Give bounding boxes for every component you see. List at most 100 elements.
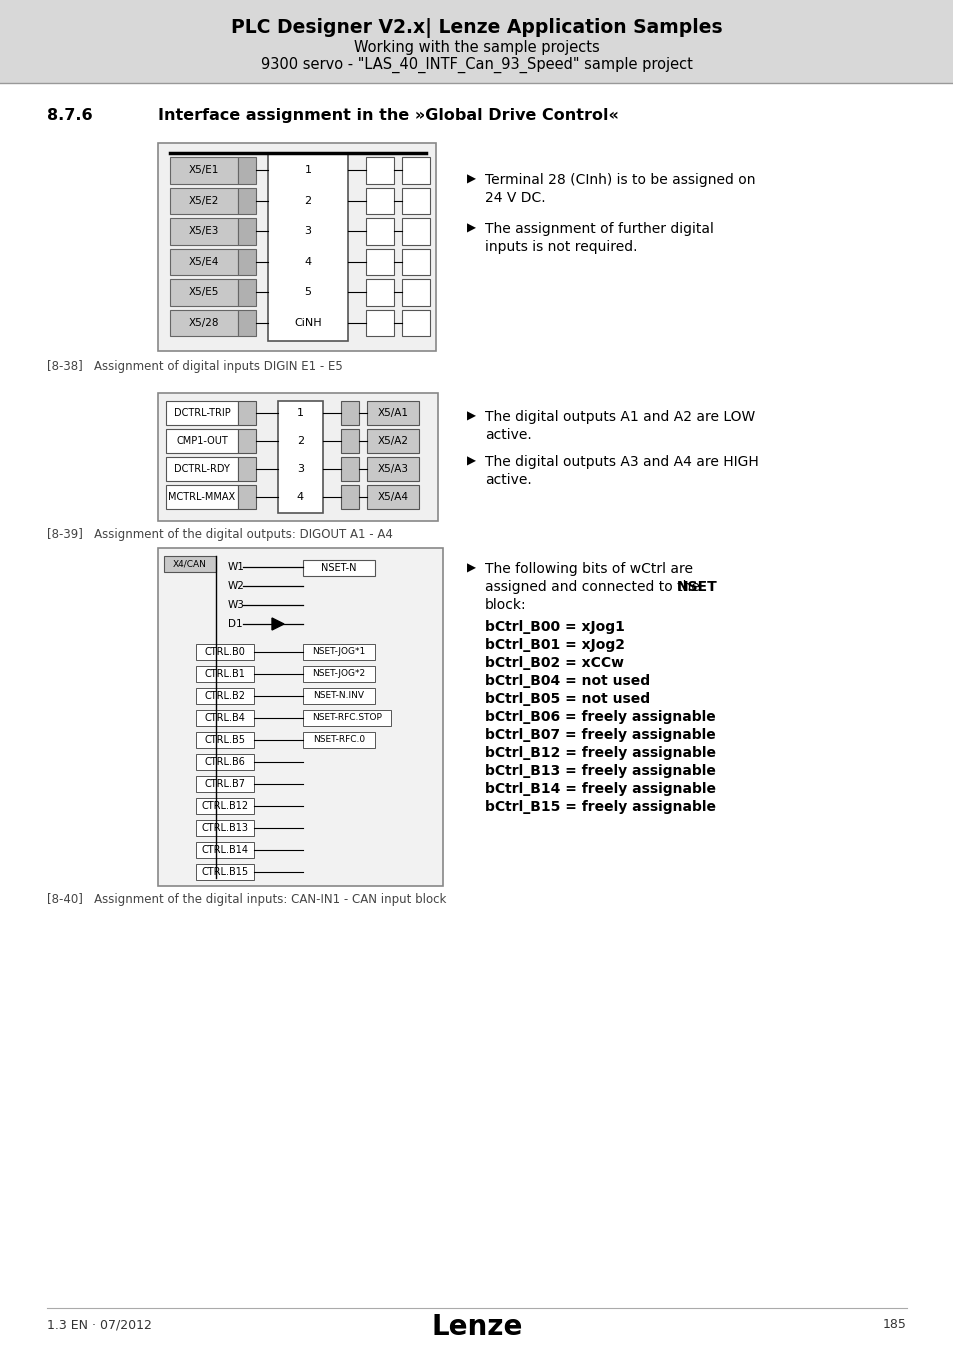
Bar — [303, 732, 375, 748]
Text: 1: 1 — [296, 408, 304, 418]
Text: X5/E4: X5/E4 — [189, 256, 219, 267]
Bar — [195, 755, 253, 770]
Text: PLC Designer V2.x| Lenze Application Samples: PLC Designer V2.x| Lenze Application Sam… — [231, 18, 722, 38]
Polygon shape — [272, 618, 284, 630]
Text: Working with the sample projects: Working with the sample projects — [354, 40, 599, 55]
Text: bCtrl_B06 = freely assignable: bCtrl_B06 = freely assignable — [484, 710, 715, 724]
Bar — [366, 279, 394, 305]
Text: [8-39]   Assignment of the digital outputs: DIGOUT A1 - A4: [8-39] Assignment of the digital outputs… — [47, 528, 393, 541]
Bar — [367, 429, 418, 454]
Text: W3: W3 — [228, 599, 245, 610]
Text: ▶: ▶ — [467, 221, 476, 235]
Text: assigned and connected to the: assigned and connected to the — [484, 580, 703, 594]
Bar — [401, 309, 430, 336]
Bar — [237, 248, 255, 275]
Text: W2: W2 — [228, 580, 245, 591]
Text: bCtrl_B00 = xJog1: bCtrl_B00 = xJog1 — [484, 620, 624, 634]
Text: 1.3 EN · 07/2012: 1.3 EN · 07/2012 — [47, 1318, 152, 1331]
Bar — [367, 401, 418, 425]
Bar — [401, 188, 430, 215]
Bar — [170, 279, 237, 305]
Bar — [367, 485, 418, 509]
Text: W1: W1 — [228, 562, 245, 572]
Text: CTRL.B4: CTRL.B4 — [204, 713, 245, 724]
Bar — [277, 401, 323, 513]
Text: bCtrl_B15 = freely assignable: bCtrl_B15 = freely assignable — [484, 801, 716, 814]
Bar — [158, 548, 442, 886]
Text: X4/CAN: X4/CAN — [172, 559, 207, 568]
Text: DCTRL-RDY: DCTRL-RDY — [173, 464, 230, 474]
Bar — [166, 485, 237, 509]
Bar — [237, 429, 255, 454]
Text: NSET-N: NSET-N — [321, 563, 356, 572]
Bar — [340, 401, 358, 425]
Bar — [195, 819, 253, 836]
Text: bCtrl_B02 = xCCw: bCtrl_B02 = xCCw — [484, 656, 623, 670]
Bar — [340, 458, 358, 481]
Bar — [367, 458, 418, 481]
Text: X5/A1: X5/A1 — [377, 408, 408, 418]
Text: NSET-RFC.0: NSET-RFC.0 — [313, 736, 365, 744]
Text: NSET-JOG*1: NSET-JOG*1 — [312, 648, 365, 656]
Text: 4: 4 — [296, 491, 304, 502]
Text: block:: block: — [484, 598, 526, 612]
Bar — [366, 309, 394, 336]
Bar — [166, 401, 237, 425]
Text: CTRL.B5: CTRL.B5 — [204, 734, 245, 745]
Bar — [401, 157, 430, 184]
Text: bCtrl_B07 = freely assignable: bCtrl_B07 = freely assignable — [484, 728, 715, 743]
Bar — [237, 485, 255, 509]
Bar — [303, 688, 375, 703]
Text: CiNH: CiNH — [294, 317, 321, 328]
Bar — [303, 560, 375, 576]
Text: inputs is not required.: inputs is not required. — [484, 240, 637, 254]
Text: 5: 5 — [304, 288, 312, 297]
Bar — [303, 644, 375, 660]
Text: The digital outputs A1 and A2 are LOW: The digital outputs A1 and A2 are LOW — [484, 410, 755, 424]
Bar — [303, 666, 375, 682]
Bar — [401, 248, 430, 275]
Text: active.: active. — [484, 472, 531, 487]
Bar — [164, 556, 215, 572]
Text: CMP1-OUT: CMP1-OUT — [176, 436, 228, 446]
Text: X5/A3: X5/A3 — [377, 464, 408, 474]
Text: NSET: NSET — [677, 580, 717, 594]
Bar — [237, 217, 255, 244]
Text: bCtrl_B14 = freely assignable: bCtrl_B14 = freely assignable — [484, 782, 716, 796]
Bar — [340, 485, 358, 509]
Bar — [195, 688, 253, 703]
Text: 2: 2 — [296, 436, 304, 446]
Text: bCtrl_B13 = freely assignable: bCtrl_B13 = freely assignable — [484, 764, 715, 778]
Text: bCtrl_B04 = not used: bCtrl_B04 = not used — [484, 674, 649, 688]
Text: MCTRL-MMAX: MCTRL-MMAX — [169, 491, 235, 502]
Text: NSET-JOG*2: NSET-JOG*2 — [313, 670, 365, 679]
Bar — [170, 217, 237, 244]
Text: [8-38]   Assignment of digital inputs DIGIN E1 - E5: [8-38] Assignment of digital inputs DIGI… — [47, 360, 342, 373]
Bar — [195, 644, 253, 660]
Text: CTRL.B7: CTRL.B7 — [204, 779, 245, 788]
Text: X5/28: X5/28 — [189, 317, 219, 328]
Text: 8.7.6: 8.7.6 — [47, 108, 92, 123]
Text: 3: 3 — [304, 227, 312, 236]
Bar — [170, 248, 237, 275]
Text: 2: 2 — [304, 196, 312, 205]
Bar — [340, 429, 358, 454]
Bar — [195, 864, 253, 880]
Bar — [170, 157, 237, 184]
Text: NSET-RFC.STOP: NSET-RFC.STOP — [312, 714, 381, 722]
Text: CTRL.B14: CTRL.B14 — [201, 845, 248, 855]
Text: ▶: ▶ — [467, 173, 476, 186]
Text: Terminal 28 (CInh) is to be assigned on: Terminal 28 (CInh) is to be assigned on — [484, 173, 755, 188]
Text: CTRL.B2: CTRL.B2 — [204, 691, 245, 701]
Text: CTRL.B0: CTRL.B0 — [204, 647, 245, 657]
Bar — [195, 710, 253, 726]
Text: NSET-N.INV: NSET-N.INV — [314, 691, 364, 701]
Bar — [237, 309, 255, 336]
Text: X5/A2: X5/A2 — [377, 436, 408, 446]
Bar — [401, 279, 430, 305]
Text: X5/E2: X5/E2 — [189, 196, 219, 205]
Bar — [195, 666, 253, 682]
Bar — [170, 309, 237, 336]
Bar — [366, 217, 394, 244]
Text: The assignment of further digital: The assignment of further digital — [484, 221, 713, 236]
